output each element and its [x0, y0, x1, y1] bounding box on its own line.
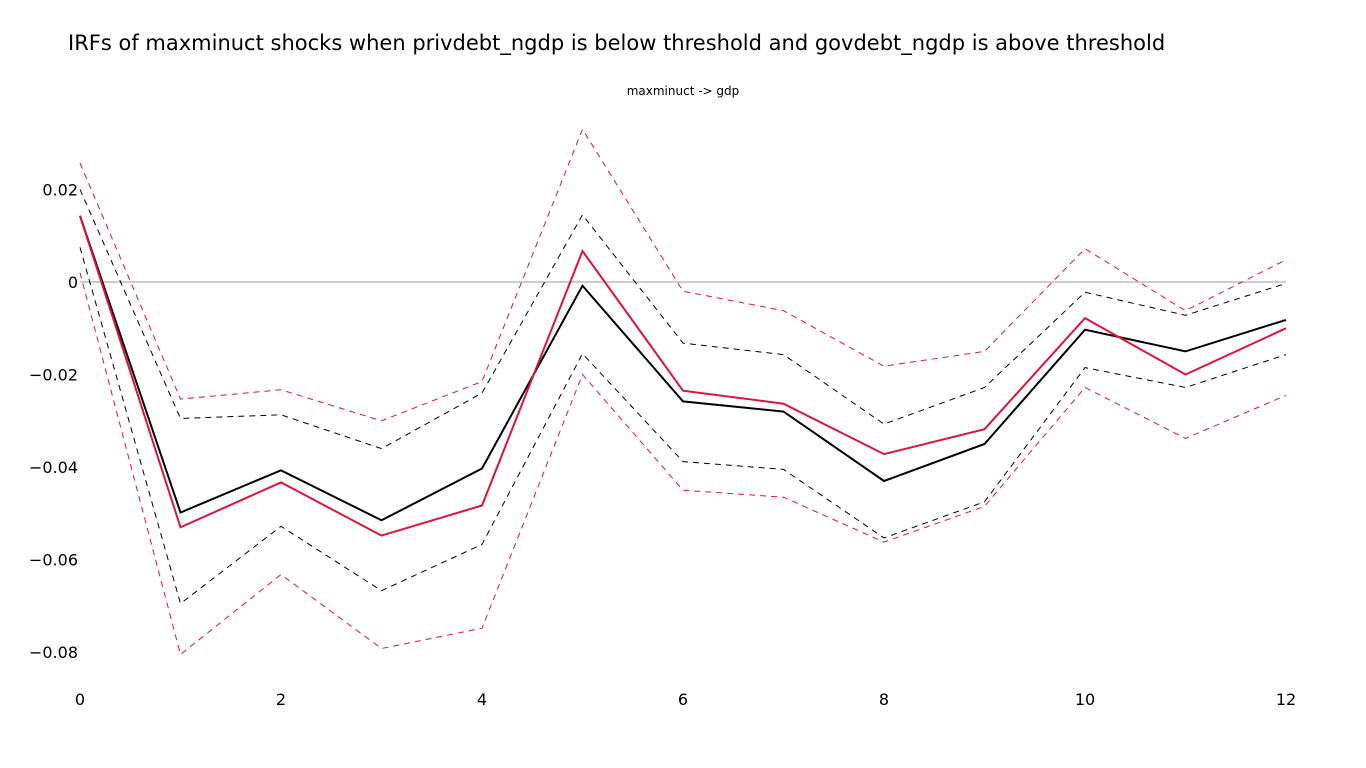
band-line-1	[79, 247, 1287, 605]
x-tick-label: 0	[75, 690, 85, 709]
x-tick-label: 12	[1276, 690, 1296, 709]
series-layer	[79, 128, 1287, 656]
x-tick-label: 8	[879, 690, 889, 709]
y-tick-label: 0	[68, 273, 78, 292]
x-tick-label: 2	[276, 690, 286, 709]
band-line-0	[79, 189, 1287, 450]
irf-line-5	[79, 215, 1287, 537]
band-line-2	[79, 128, 1287, 422]
y-tick-label: −0.06	[29, 551, 78, 570]
y-tick-label: −0.08	[29, 643, 78, 662]
x-tick-label: 4	[477, 690, 487, 709]
chart-title: IRFs of maxminuct shocks when privdebt_n…	[68, 31, 1165, 56]
y-axis: 0.02 0 −0.02 −0.04 −0.06 −0.08	[29, 180, 78, 662]
y-tick-label: −0.02	[29, 366, 78, 385]
y-tick-label: 0.02	[42, 180, 78, 199]
x-tick-label: 6	[678, 690, 688, 709]
y-tick-label: −0.04	[29, 458, 78, 477]
x-axis: 0 2 4 6 8 10 12	[75, 690, 1296, 709]
chart-subtitle: maxminuct -> gdp	[627, 84, 740, 98]
irf-line-4	[79, 215, 1287, 522]
x-tick-label: 10	[1075, 690, 1095, 709]
